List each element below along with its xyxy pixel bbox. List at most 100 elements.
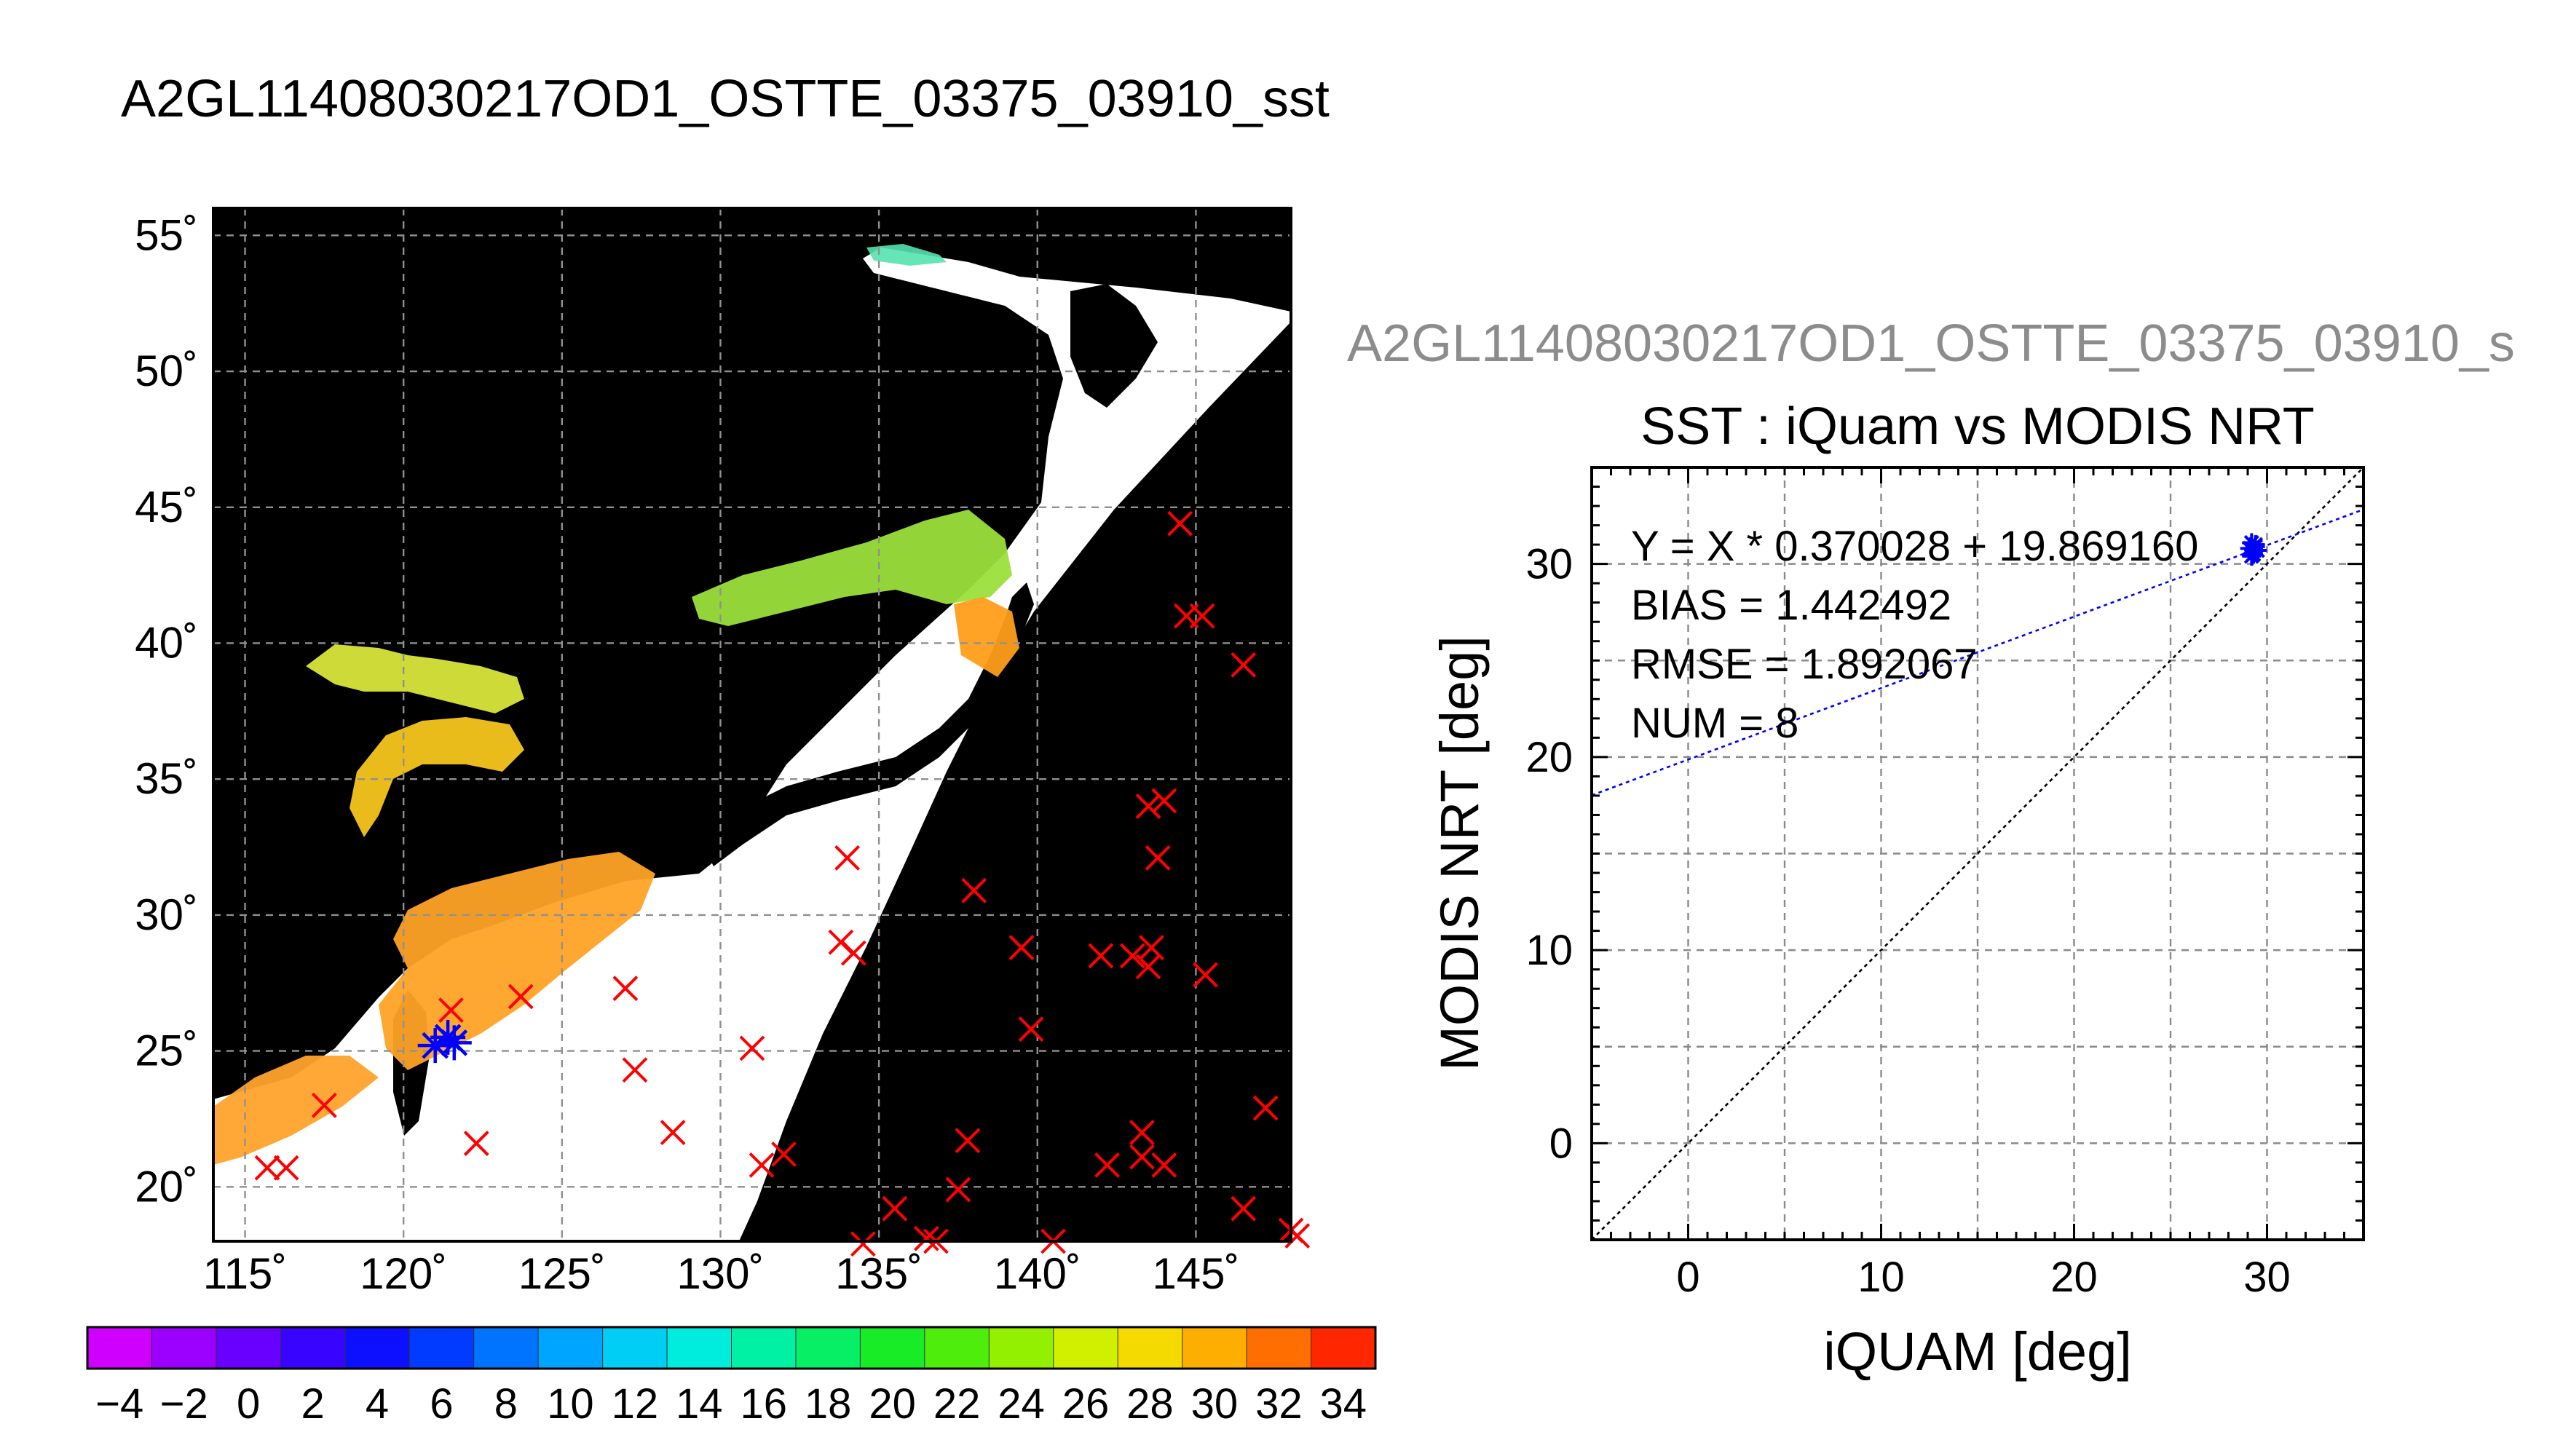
map-lon-tick-label: 125˚ — [518, 1249, 606, 1298]
insitu-marker — [1129, 1120, 1155, 1146]
insitu-marker — [1167, 510, 1193, 537]
insitu-marker — [1088, 943, 1114, 969]
colorbar-cell — [537, 1326, 604, 1369]
colorbar-tick-label: 0 — [237, 1380, 260, 1428]
map-lat-tick-label: 50˚ — [135, 347, 198, 395]
insitu-marker — [1151, 788, 1177, 814]
colorbar-tick-label: 18 — [805, 1380, 852, 1428]
map-lat-tick-label: 20˚ — [135, 1162, 198, 1211]
colorbar-tick-label: 6 — [430, 1380, 453, 1428]
colorbar-tick-label: 24 — [998, 1380, 1045, 1428]
insitu-marker — [1129, 1144, 1155, 1170]
insitu-marker — [850, 1231, 876, 1257]
insitu-marker — [508, 984, 534, 1010]
map-graticule — [213, 208, 1291, 1241]
colorbar-cell — [473, 1326, 540, 1369]
insitu-marker — [1145, 845, 1171, 871]
scatter-y-tick-label: 30 — [1525, 541, 1573, 588]
insitu-marker — [622, 1057, 648, 1083]
colorbar-cell — [1117, 1326, 1183, 1369]
colorbar-tick-label: −2 — [160, 1380, 208, 1428]
map-panel: 115˚ 120˚ 125˚ 130˚ 135˚ 140˚ 145˚ 20˚ 25˚ 30˚ 35… — [135, 207, 1311, 1298]
scatter-x-tick-labels: 0 10 20 30 — [1676, 1254, 2290, 1301]
insitu-marker — [1231, 652, 1257, 678]
matchup-markers — [417, 1019, 472, 1064]
insitu-markers — [254, 510, 1311, 1257]
insitu-marker — [612, 976, 639, 1002]
insitu-marker — [749, 1152, 775, 1178]
insitu-marker — [1139, 935, 1164, 961]
colorbar-tick-label: 28 — [1126, 1380, 1174, 1428]
map-lon-tick-label: 135˚ — [835, 1249, 923, 1298]
colorbar-cell — [795, 1326, 861, 1369]
map-lon-tick-label: 130˚ — [676, 1249, 764, 1298]
map-lat-tick-label: 30˚ — [135, 890, 198, 939]
insitu-marker — [1119, 943, 1145, 969]
scatter-x-axis-label: iQUAM [deg] — [1823, 1321, 2132, 1382]
colorbar-tick-label: 2 — [301, 1380, 324, 1428]
map-frame — [212, 207, 1292, 1243]
colorbar-cell — [666, 1326, 732, 1369]
sst-patch-yellow-sea-rim — [350, 717, 524, 837]
stats-box: Y = X * 0.370028 + 19.869160 BIAS = 1.44… — [1631, 523, 2198, 747]
map-lon-tick-label: 140˚ — [994, 1249, 1081, 1298]
insitu-marker — [660, 1120, 686, 1146]
colorbar-cell — [216, 1326, 282, 1369]
insitu-marker — [945, 1176, 971, 1203]
map-lon-tick-label: 115˚ — [203, 1249, 288, 1298]
colorbar-tick-label: 22 — [933, 1380, 981, 1428]
colorbar-cell — [1246, 1326, 1312, 1369]
colorbar-cell — [1182, 1326, 1248, 1369]
colorbar-tick-label: 34 — [1320, 1380, 1367, 1428]
scatter-panel: 0 10 20 30 0 10 20 30 Y = X * 0.370028 + 19.86… — [1429, 466, 2365, 1382]
map-lon-tick-labels: 115˚ 120˚ 125˚ 130˚ 135˚ 140˚ 145˚ — [203, 1249, 1240, 1298]
colorbar-tick-label: 30 — [1191, 1380, 1239, 1428]
colorbar-frame — [86, 1326, 1377, 1370]
insitu-marker — [961, 877, 987, 903]
insitu-marker — [834, 845, 861, 871]
scatter-suptitle: A2GL11408030217OD1_OSTTE_03375_03910_s — [1347, 314, 2515, 373]
sst-patch-okhotsk — [866, 244, 947, 266]
map-lon-tick-label: 145˚ — [1152, 1249, 1239, 1298]
map-lat-tick-label: 45˚ — [135, 483, 198, 531]
map-lat-tick-labels: 20˚ 25˚ 30˚ 35˚ 40˚ 45˚ 50˚ 55˚ — [135, 210, 198, 1211]
scatter-x-tick-label: 0 — [1676, 1254, 1699, 1301]
insitu-marker — [1008, 935, 1035, 961]
sst-patch-east-sea — [692, 510, 1012, 626]
scatter-title: SST : iQuam vs MODIS NRT — [1640, 397, 2315, 456]
scatter-x-tick-label: 20 — [2050, 1254, 2098, 1301]
scatter-y-tick-label: 10 — [1525, 927, 1573, 974]
scatter-y-tick-label: 0 — [1549, 1120, 1573, 1167]
colorbar-tick-label: 20 — [869, 1380, 916, 1428]
scatter-x-tick-label: 10 — [1857, 1254, 1905, 1301]
stats-rmse: RMSE = 1.892067 — [1631, 641, 1978, 688]
sst-patch-south-china-sea — [213, 1056, 379, 1165]
colorbar-cell — [151, 1326, 217, 1369]
colorbar-tick-label: 16 — [740, 1380, 787, 1428]
insitu-marker — [1018, 1016, 1044, 1042]
land-japan-honshu — [699, 582, 1034, 866]
colorbar-tick-label: 26 — [1062, 1380, 1110, 1428]
stats-bias: BIAS = 1.442492 — [1631, 582, 1951, 629]
insitu-marker — [1094, 1152, 1120, 1178]
insitu-marker — [438, 997, 464, 1024]
colorbar-cell — [87, 1326, 153, 1369]
sst-patch-bohai — [306, 644, 524, 713]
insitu-marker — [311, 1092, 337, 1118]
insitu-marker — [1193, 962, 1218, 988]
stats-num: NUM = 8 — [1631, 700, 1798, 747]
stats-equation: Y = X * 0.370028 + 19.869160 — [1631, 523, 2198, 570]
insitu-marker — [273, 1155, 299, 1181]
colorbar-cell — [344, 1326, 411, 1369]
scatter-x-tick-label: 30 — [2243, 1254, 2291, 1301]
insitu-marker — [840, 940, 866, 966]
map-lat-tick-label: 40˚ — [135, 618, 198, 667]
colorbar-cell — [731, 1326, 797, 1369]
matchup-marker — [436, 1025, 472, 1061]
regression-fit-line — [1592, 508, 2364, 796]
colorbar-tick-label: 32 — [1255, 1380, 1303, 1428]
colorbar-tick-label: −4 — [95, 1380, 143, 1428]
colorbar-cells — [87, 1326, 1377, 1369]
insitu-marker — [254, 1155, 280, 1181]
scatter-points — [2240, 533, 2267, 566]
